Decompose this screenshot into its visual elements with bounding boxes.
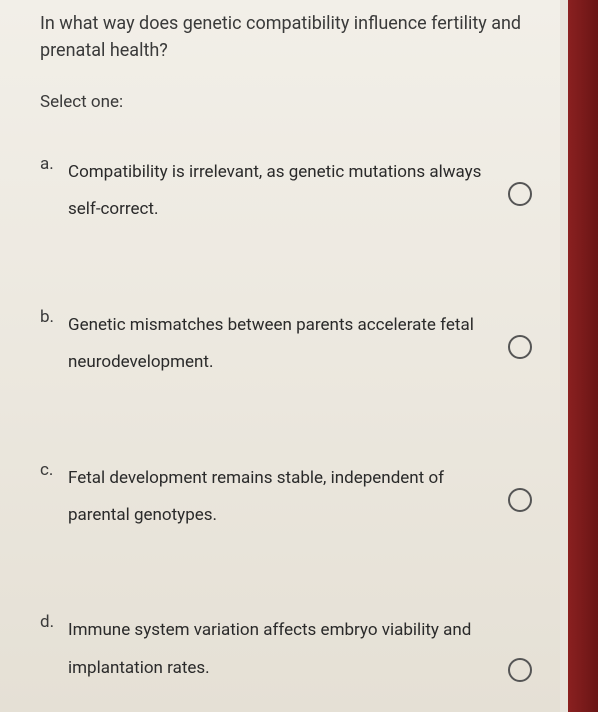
option-letter: d. [40, 612, 68, 632]
option-a[interactable]: a. Compatibility is irrelevant, as genet… [40, 154, 532, 229]
question-text: In what way does genetic compatibility i… [40, 10, 532, 64]
option-b[interactable]: b. Genetic mismatches between parents ac… [40, 307, 532, 382]
option-c[interactable]: c. Fetal development remains stable, ind… [40, 460, 532, 535]
select-prompt: Select one: [40, 92, 532, 112]
option-letter: a. [40, 154, 68, 174]
radio-button-c[interactable] [508, 488, 532, 512]
option-text: Genetic mismatches between parents accel… [68, 307, 532, 382]
quiz-screen: In what way does genetic compatibility i… [0, 0, 560, 712]
radio-button-a[interactable] [508, 182, 532, 206]
option-text: Compatibility is irrelevant, as genetic … [68, 154, 532, 229]
option-letter: c. [40, 460, 68, 480]
option-letter: b. [40, 307, 68, 327]
option-text: Fetal development remains stable, indepe… [68, 460, 532, 535]
radio-button-b[interactable] [508, 335, 532, 359]
option-d[interactable]: d. Immune system variation affects embry… [40, 612, 532, 687]
option-text: Immune system variation affects embryo v… [68, 612, 532, 687]
